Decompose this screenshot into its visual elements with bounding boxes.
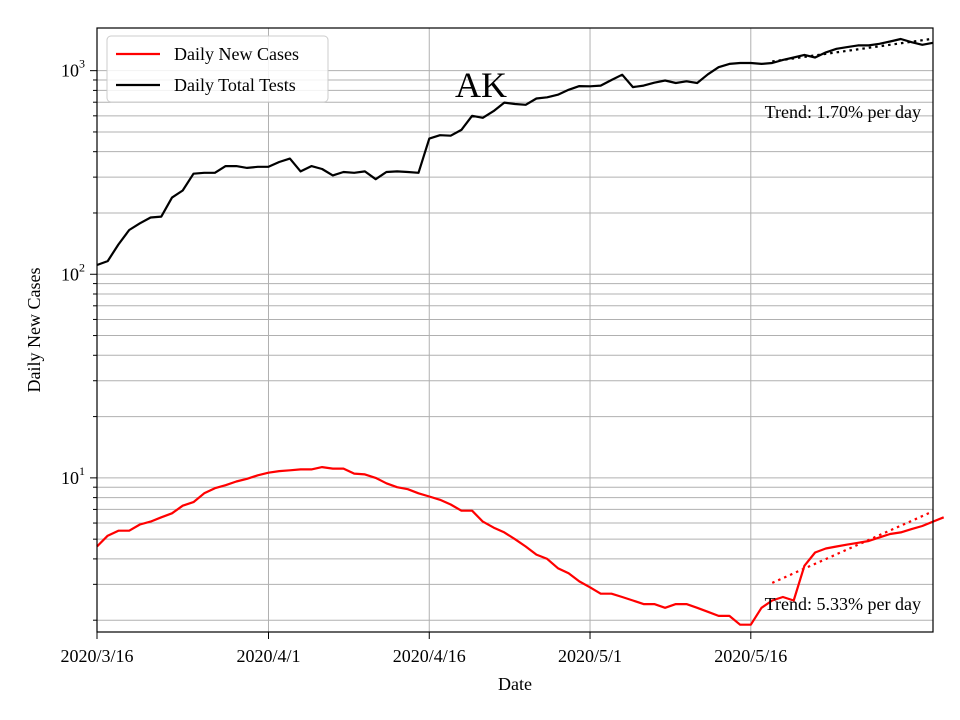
x-tick-label: 2020/4/1	[236, 646, 300, 666]
y-tick-label: 102	[61, 260, 85, 284]
x-tick-label: 2020/5/1	[558, 646, 622, 666]
x-tick-label: 2020/4/16	[393, 646, 466, 666]
trend-layer	[771, 37, 934, 584]
x-tick-label: 2020/5/16	[714, 646, 787, 666]
y-tick-label: 101	[61, 464, 85, 488]
plot-frame	[96, 27, 934, 633]
y-tick-label: 103	[61, 57, 85, 81]
legend-label-daily-total-tests: Daily Total Tests	[174, 75, 296, 95]
series-line-daily-new-cases	[96, 466, 945, 626]
annotations: Trend: 5.33% per day Trend: 1.70% per day	[765, 102, 921, 614]
legend: Daily New Cases Daily Total Tests	[106, 35, 329, 103]
trend-label: Trend: 5.33% per day	[765, 594, 921, 614]
x-tick-label: 2020/3/16	[60, 646, 133, 666]
legend-box	[106, 35, 329, 103]
trend-label: Trend: 1.70% per day	[765, 102, 921, 122]
trend-line	[772, 37, 934, 63]
grid	[96, 28, 933, 632]
x-axis-title: Date	[498, 674, 532, 694]
chart-title: AK	[455, 65, 507, 105]
legend-label-daily-new-cases: Daily New Cases	[174, 44, 299, 64]
y-axis-title: Daily New Cases	[24, 268, 44, 393]
ticks: 101 102 103 2020/3/16 2020/4/1 2020/4/16 2020/…	[60, 57, 787, 666]
